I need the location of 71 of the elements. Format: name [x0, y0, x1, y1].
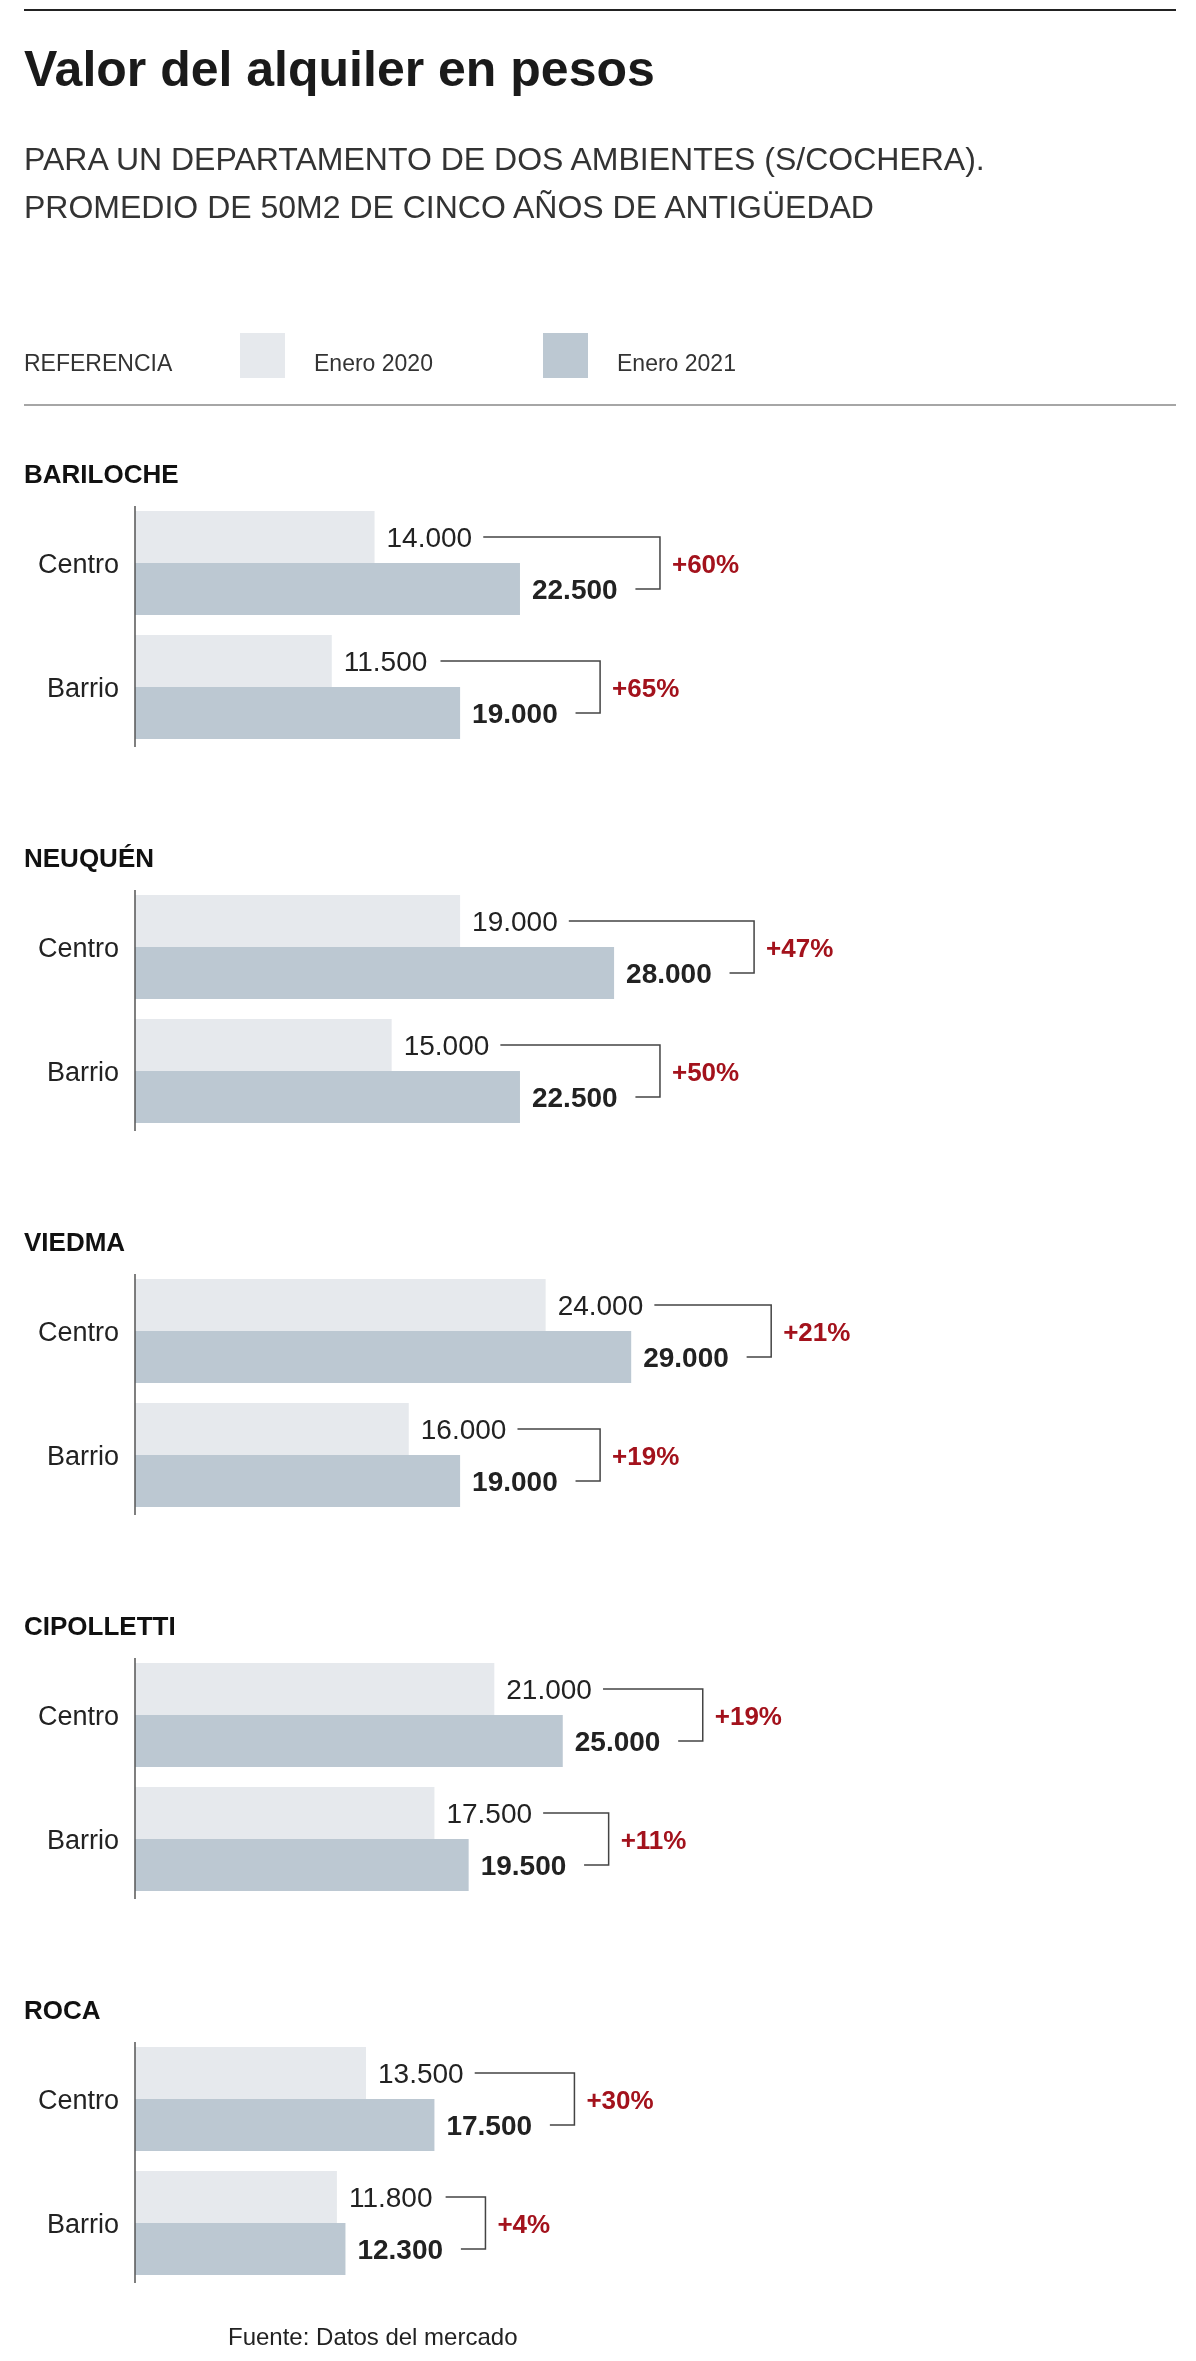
bar: [135, 1787, 435, 1839]
bar: [135, 563, 520, 615]
y-tick-label: Centro: [37, 2085, 119, 2115]
data-label: 19.000: [472, 906, 558, 937]
bar: [135, 1331, 632, 1383]
bar: [135, 1715, 563, 1767]
bar: [135, 947, 615, 999]
bar: [135, 1019, 392, 1071]
y-tick-label: Barrio: [46, 1057, 119, 1087]
legend-title: REFERENCIA: [24, 350, 173, 376]
text: +4%: [497, 2209, 551, 2239]
text: +50%: [671, 1057, 740, 1087]
data-label: 24.000: [557, 1290, 644, 1321]
chart-title: Valor del alquiler en pesos: [24, 41, 655, 97]
bar: [135, 511, 375, 563]
data-label: 19.000: [472, 1466, 558, 1497]
text: NEUQUÉN: [24, 843, 155, 873]
annotation: +19%: [612, 1441, 680, 1471]
text: +21%: [783, 1317, 851, 1347]
text: CIPOLLETTI: [24, 1611, 176, 1641]
data-label: 11.800: [348, 2182, 433, 2213]
data-label: 19.000: [472, 698, 558, 729]
bar: [135, 687, 461, 739]
data-label: 11.500: [343, 646, 428, 677]
text: +65%: [612, 673, 680, 703]
bar: [135, 1071, 520, 1123]
text: VIEDMA: [24, 1227, 126, 1257]
data-label: 17.500: [446, 1798, 533, 1829]
text: BARILOCHE: [24, 459, 179, 489]
data-label: 13.500: [377, 2058, 464, 2089]
data-label: 28.000: [626, 958, 712, 989]
data-label: 19.500: [480, 1850, 567, 1881]
bar: [135, 895, 461, 947]
data-label: 22.500: [531, 574, 618, 605]
data-label: 21.000: [506, 1674, 592, 1705]
y-tick-label: Barrio: [46, 673, 119, 703]
bar: [135, 2047, 366, 2099]
legend-label: Enero 2021: [617, 350, 736, 376]
text: +60%: [671, 549, 740, 579]
text: +47%: [766, 933, 834, 963]
y-tick-label: Barrio: [46, 2209, 119, 2239]
data-label: 25.000: [574, 1726, 661, 1757]
data-label: 14.000: [386, 522, 473, 553]
data-label: 17.500: [446, 2110, 533, 2141]
y-tick-label: Barrio: [46, 1825, 119, 1855]
data-label: 22.500: [531, 1082, 618, 1113]
bar: [135, 1455, 461, 1507]
bar: [135, 1663, 495, 1715]
text: ROCA: [24, 1995, 101, 2025]
y-tick-label: Centro: [37, 1701, 119, 1731]
y-tick-label: Centro: [37, 549, 119, 579]
bar: [135, 635, 332, 687]
source-note: Fuente: Datos del mercado: [228, 2323, 518, 2350]
text: +11%: [620, 1825, 687, 1855]
y-tick-label: Centro: [37, 933, 119, 963]
chart-subtitle: PARA UN DEPARTAMENTO DE DOS AMBIENTES (S/COCHERA). PROMEDIO DE 50M2 DE CINCO AÑOS DE ANTIGÜEDAD: [24, 141, 985, 225]
data-label: 12.300: [357, 2234, 444, 2265]
bar: [135, 1279, 546, 1331]
bar: [135, 2171, 337, 2223]
data-label: 29.000: [643, 1342, 729, 1373]
y-tick-label: Barrio: [46, 1441, 119, 1471]
bar: [135, 2223, 346, 2275]
y-tick-label: Centro: [37, 1317, 119, 1347]
text: +19%: [714, 1701, 782, 1731]
bar: [135, 2099, 435, 2151]
data-label: 15.000: [403, 1030, 490, 1061]
bar: [135, 1839, 469, 1891]
data-label: 16.000: [420, 1414, 507, 1445]
bar: [135, 1403, 409, 1455]
text: +30%: [586, 2085, 654, 2115]
legend-label: Enero 2020: [314, 350, 433, 376]
